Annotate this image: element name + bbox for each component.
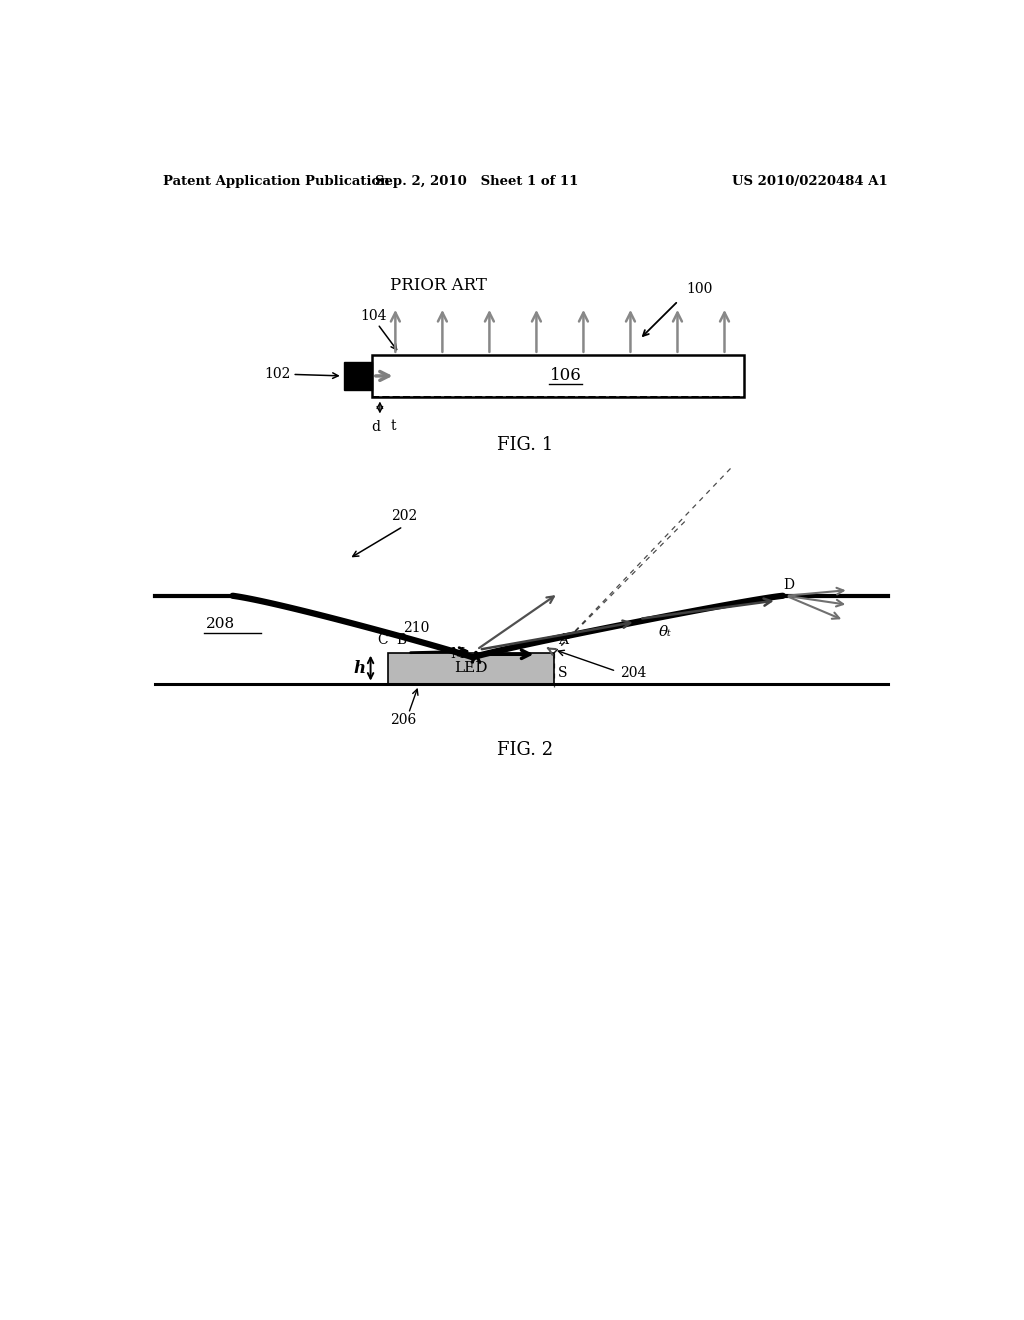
Text: θₜ: θₜ [658,624,672,639]
Text: Patent Application Publication: Patent Application Publication [163,176,389,187]
Text: C: C [378,632,388,647]
Text: d: d [372,420,381,434]
Text: t: t [391,418,396,433]
Text: 210: 210 [403,622,429,635]
Text: US 2010/0220484 A1: US 2010/0220484 A1 [732,176,888,187]
Text: Sep. 2, 2010   Sheet 1 of 11: Sep. 2, 2010 Sheet 1 of 11 [375,176,579,187]
Text: PRIOR ART: PRIOR ART [389,277,486,294]
Text: 206: 206 [390,714,416,727]
Text: D: D [783,578,795,591]
Bar [388,653,554,684]
Text: 106: 106 [550,367,582,384]
Bar [372,355,744,397]
Text: 204: 204 [621,665,646,680]
Text: B: B [396,632,407,647]
Text: M: M [451,647,465,661]
Text: FIG. 1: FIG. 1 [497,436,553,454]
Text: S: S [558,667,567,681]
Text: 102: 102 [264,367,291,381]
Bar [344,362,372,389]
Text: A: A [558,632,568,647]
Text: LED: LED [455,661,487,675]
Text: 100: 100 [686,282,713,296]
Text: FIG. 2: FIG. 2 [497,741,553,759]
Text: 104: 104 [360,309,387,323]
Text: h: h [353,660,366,677]
Text: 202: 202 [391,510,418,524]
Text: 208: 208 [206,618,234,631]
